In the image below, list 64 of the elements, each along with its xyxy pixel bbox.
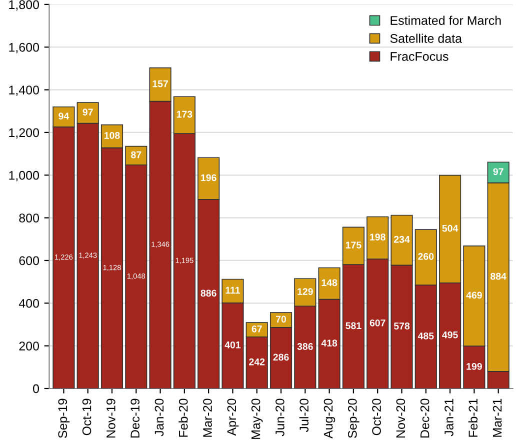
data-label: 175 bbox=[346, 242, 362, 248]
y-tick-label: 400 bbox=[18, 298, 39, 308]
data-label: 485 bbox=[418, 332, 434, 340]
data-label: 504 bbox=[442, 224, 458, 232]
x-tick-label: Oct-20 bbox=[372, 398, 381, 436]
data-label: 70 bbox=[276, 316, 286, 323]
x-tick-label: Jun-20 bbox=[276, 398, 284, 436]
legend-label: Satellite data bbox=[390, 34, 462, 43]
data-label: 386 bbox=[297, 343, 313, 350]
y-tick-label: 0 bbox=[33, 384, 39, 394]
x-tick-label: Nov-19 bbox=[106, 398, 116, 438]
data-label: 67 bbox=[252, 325, 262, 332]
data-label: 581 bbox=[346, 322, 362, 330]
data-label: 87 bbox=[131, 151, 142, 158]
legend-label: FracFocus bbox=[390, 52, 448, 61]
x-tick-label: Jul-20 bbox=[299, 398, 309, 432]
data-label: 129 bbox=[298, 288, 313, 295]
data-label: 157 bbox=[152, 80, 168, 88]
x-tick-label: Sep-20 bbox=[348, 398, 360, 438]
y-tick-label: 1,600 bbox=[9, 42, 39, 54]
x-tick-label: May-20 bbox=[251, 398, 263, 439]
x-tick-label: Sep-19 bbox=[58, 398, 70, 438]
x-tick-label: Jan-20 bbox=[154, 398, 164, 436]
data-label: 94 bbox=[58, 112, 70, 120]
data-label: 607 bbox=[370, 319, 386, 326]
data-label: 173 bbox=[176, 110, 192, 118]
data-label: 884 bbox=[490, 272, 506, 280]
data-label: 199 bbox=[466, 362, 482, 370]
x-tick-label: Mar-20 bbox=[203, 398, 212, 437]
data-label: 469 bbox=[466, 292, 482, 299]
data-label: 234 bbox=[394, 236, 410, 243]
data-label: 198 bbox=[370, 234, 386, 240]
data-label: 108 bbox=[104, 132, 120, 139]
x-tick-label: Oct-19 bbox=[82, 398, 92, 436]
data-label: 286 bbox=[273, 354, 289, 361]
data-label: 260 bbox=[418, 253, 434, 260]
y-tick-label: 1,800 bbox=[9, 0, 39, 11]
y-tick-label: 800 bbox=[19, 214, 39, 222]
data-label: 495 bbox=[442, 331, 458, 338]
x-tick-label: Mar-21 bbox=[492, 398, 502, 437]
data-label: 401 bbox=[224, 341, 241, 348]
x-tick-label: Dec-20 bbox=[420, 398, 430, 438]
data-label: 196 bbox=[201, 174, 216, 182]
x-tick-label: Feb-20 bbox=[178, 398, 188, 437]
data-label: 148 bbox=[322, 279, 338, 286]
data-label: 242 bbox=[249, 358, 265, 366]
data-label: 886 bbox=[200, 290, 216, 297]
y-tick-label: 200 bbox=[19, 342, 39, 350]
x-tick-label: Dec-19 bbox=[130, 398, 140, 438]
x-tick-label: Aug-20 bbox=[324, 398, 336, 438]
data-label: 418 bbox=[321, 340, 338, 347]
data-label: 578 bbox=[394, 322, 410, 330]
data-label: 111 bbox=[226, 286, 240, 294]
x-tick-label: Nov-20 bbox=[396, 398, 406, 438]
x-tick-label: Jan-21 bbox=[444, 398, 454, 436]
y-tick-label: 1,000 bbox=[9, 170, 39, 182]
data-label: 97 bbox=[82, 108, 93, 116]
y-tick-label: 1,400 bbox=[9, 86, 39, 96]
x-tick-label: Apr-20 bbox=[227, 398, 239, 436]
data-label: 97 bbox=[493, 168, 504, 176]
y-tick-label: 1,200 bbox=[9, 128, 39, 139]
y-tick-label: 600 bbox=[19, 256, 39, 266]
legend-label: Estimated for March bbox=[390, 16, 501, 25]
x-tick-label: Feb-21 bbox=[468, 398, 478, 437]
